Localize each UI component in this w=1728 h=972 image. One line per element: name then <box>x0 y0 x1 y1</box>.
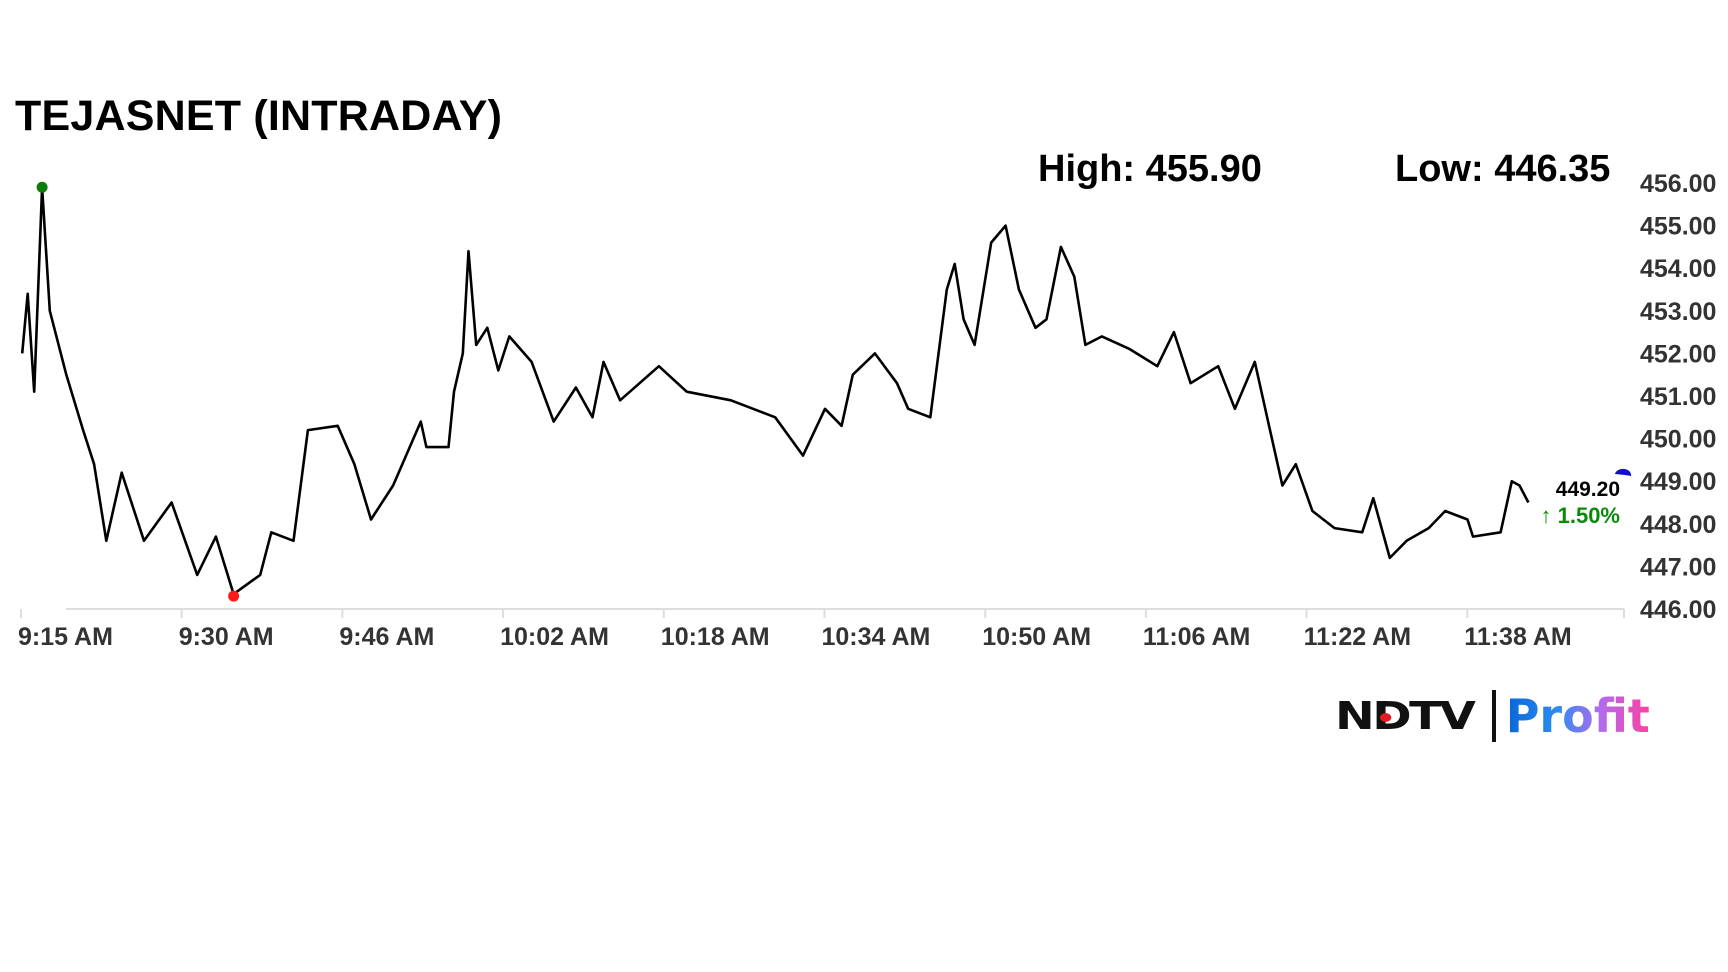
low-label: Low: 446.35 <box>1395 148 1611 190</box>
x-tick-label: 10:34 AM <box>822 623 931 651</box>
logo-divider <box>1491 690 1496 742</box>
x-tick-label: 10:02 AM <box>500 623 609 651</box>
y-tick-label: 453.00 <box>1640 298 1716 326</box>
y-tick-label: 446.00 <box>1640 596 1716 624</box>
change-percent: ↑ 1.50% <box>1540 503 1620 529</box>
last-price: 449.20 <box>1555 478 1620 501</box>
y-tick-label: 456.00 <box>1640 170 1716 198</box>
low-marker <box>228 590 240 602</box>
ndtv-profit-logo: NDTV Profit <box>1335 688 1650 744</box>
price-line <box>20 186 1530 596</box>
y-tick-label: 448.00 <box>1640 511 1716 539</box>
chart-title: TEJASNET (INTRADAY) <box>15 92 503 140</box>
x-tick-label: 9:46 AM <box>339 623 434 651</box>
x-tick-label: 9:30 AM <box>179 623 274 651</box>
x-tick-label: 11:38 AM <box>1464 623 1571 651</box>
y-tick-label: 449.00 <box>1640 468 1716 496</box>
arrow-up-icon: ↑ <box>1540 503 1558 528</box>
y-tick-label: 447.00 <box>1640 553 1716 581</box>
x-tick-label: 10:18 AM <box>661 623 770 651</box>
y-tick-label: 451.00 <box>1640 383 1716 411</box>
ndtv-wordmark: NDTV <box>1335 694 1476 738</box>
x-tick-label: 11:06 AM <box>1143 623 1250 651</box>
current-price-marker <box>1615 468 1632 476</box>
y-tick-label: 454.00 <box>1640 255 1716 283</box>
profit-wordmark: Profit <box>1505 689 1650 743</box>
y-tick-label: 450.00 <box>1640 426 1716 454</box>
high-label: High: 455.90 <box>1038 148 1262 190</box>
high-marker <box>36 181 48 193</box>
x-tick-label: 9:15 AM <box>18 623 113 651</box>
x-tick-label: 10:50 AM <box>982 623 1091 651</box>
x-tick-label: 11:22 AM <box>1304 623 1411 651</box>
y-tick-label: 452.00 <box>1640 340 1716 368</box>
y-tick-label: 455.00 <box>1640 213 1716 241</box>
change-value: 1.50% <box>1557 503 1620 528</box>
